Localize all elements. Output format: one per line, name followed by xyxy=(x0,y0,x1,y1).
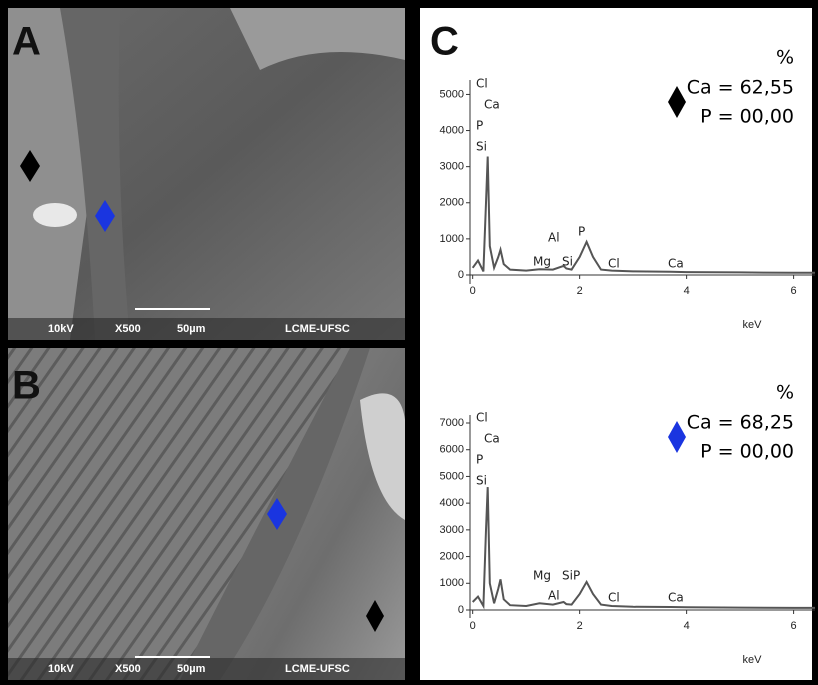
y-tick-label: 7000 xyxy=(440,417,464,429)
y-tick-label: 2000 xyxy=(440,197,464,209)
sem-lab: LCME-UFSC xyxy=(285,663,350,675)
element-label: P xyxy=(476,119,483,133)
sem-voltage: 10kV xyxy=(48,663,74,675)
element-label: Si xyxy=(476,140,487,154)
element-label: Cl xyxy=(476,77,488,91)
element-label: Cl xyxy=(608,591,620,605)
element-label: Ca xyxy=(668,257,684,271)
element-label: Cl xyxy=(608,257,620,271)
panel-letter: B xyxy=(12,364,41,408)
y-tick-label: 1000 xyxy=(440,577,464,589)
composition: Ca = 62,55 xyxy=(687,77,794,99)
y-tick-label: 3000 xyxy=(440,161,464,173)
element-label: SiP xyxy=(562,569,580,583)
y-tick-label: 2000 xyxy=(440,550,464,562)
x-tick-label: 2 xyxy=(577,620,583,632)
x-tick-label: 0 xyxy=(470,285,476,297)
panel-letter: A xyxy=(12,20,41,64)
y-tick-label: 5000 xyxy=(440,470,464,482)
y-tick-label: 4000 xyxy=(440,497,464,509)
panel-a xyxy=(8,8,405,340)
y-tick-label: 5000 xyxy=(440,88,464,100)
x-axis-label: keV xyxy=(743,319,763,331)
element-label: Si xyxy=(476,474,487,488)
element-label: Ca xyxy=(484,432,500,446)
element-label: Al xyxy=(548,231,560,245)
element-label: Si xyxy=(562,255,573,269)
sem-magnification: X500 xyxy=(115,323,141,335)
x-tick-label: 4 xyxy=(684,620,690,632)
composition: P = 00,00 xyxy=(700,106,794,128)
x-tick-label: 6 xyxy=(791,285,797,297)
x-tick-label: 2 xyxy=(577,285,583,297)
y-tick-label: 1000 xyxy=(440,233,464,245)
element-label: Ca xyxy=(484,98,500,112)
sem-voltage: 10kV xyxy=(48,323,74,335)
element-label: P xyxy=(578,225,585,239)
sem-lab: LCME-UFSC xyxy=(285,323,350,335)
y-tick-label: 3000 xyxy=(440,524,464,536)
unit-label: % xyxy=(776,47,794,69)
composition: Ca = 68,25 xyxy=(687,412,794,434)
y-tick-label: 6000 xyxy=(440,444,464,456)
y-tick-label: 4000 xyxy=(440,124,464,136)
panel-b xyxy=(8,348,405,680)
x-axis-label: keV xyxy=(743,654,763,666)
element-label: Mg xyxy=(533,569,551,583)
sem-magnification: X500 xyxy=(115,663,141,675)
x-tick-label: 0 xyxy=(470,620,476,632)
figure: A B C 10kV X500 50µm LCME-UFSC 10kV X500 50µm L… xyxy=(0,0,818,685)
element-label: Cl xyxy=(476,411,488,425)
x-tick-label: 4 xyxy=(684,285,690,297)
panel-letter: C xyxy=(430,20,459,64)
y-tick-label: 0 xyxy=(458,604,464,616)
composition: P = 00,00 xyxy=(700,441,794,463)
sem-scale: 50µm xyxy=(177,663,206,675)
x-tick-label: 6 xyxy=(791,620,797,632)
element-label: Ca xyxy=(668,591,684,605)
element-label: P xyxy=(476,453,483,467)
element-label: Al xyxy=(548,589,560,603)
unit-label: % xyxy=(776,382,794,404)
sem-scale: 50µm xyxy=(177,323,206,335)
sem-region xyxy=(33,203,77,227)
element-label: Mg xyxy=(533,255,551,269)
y-tick-label: 0 xyxy=(458,269,464,281)
